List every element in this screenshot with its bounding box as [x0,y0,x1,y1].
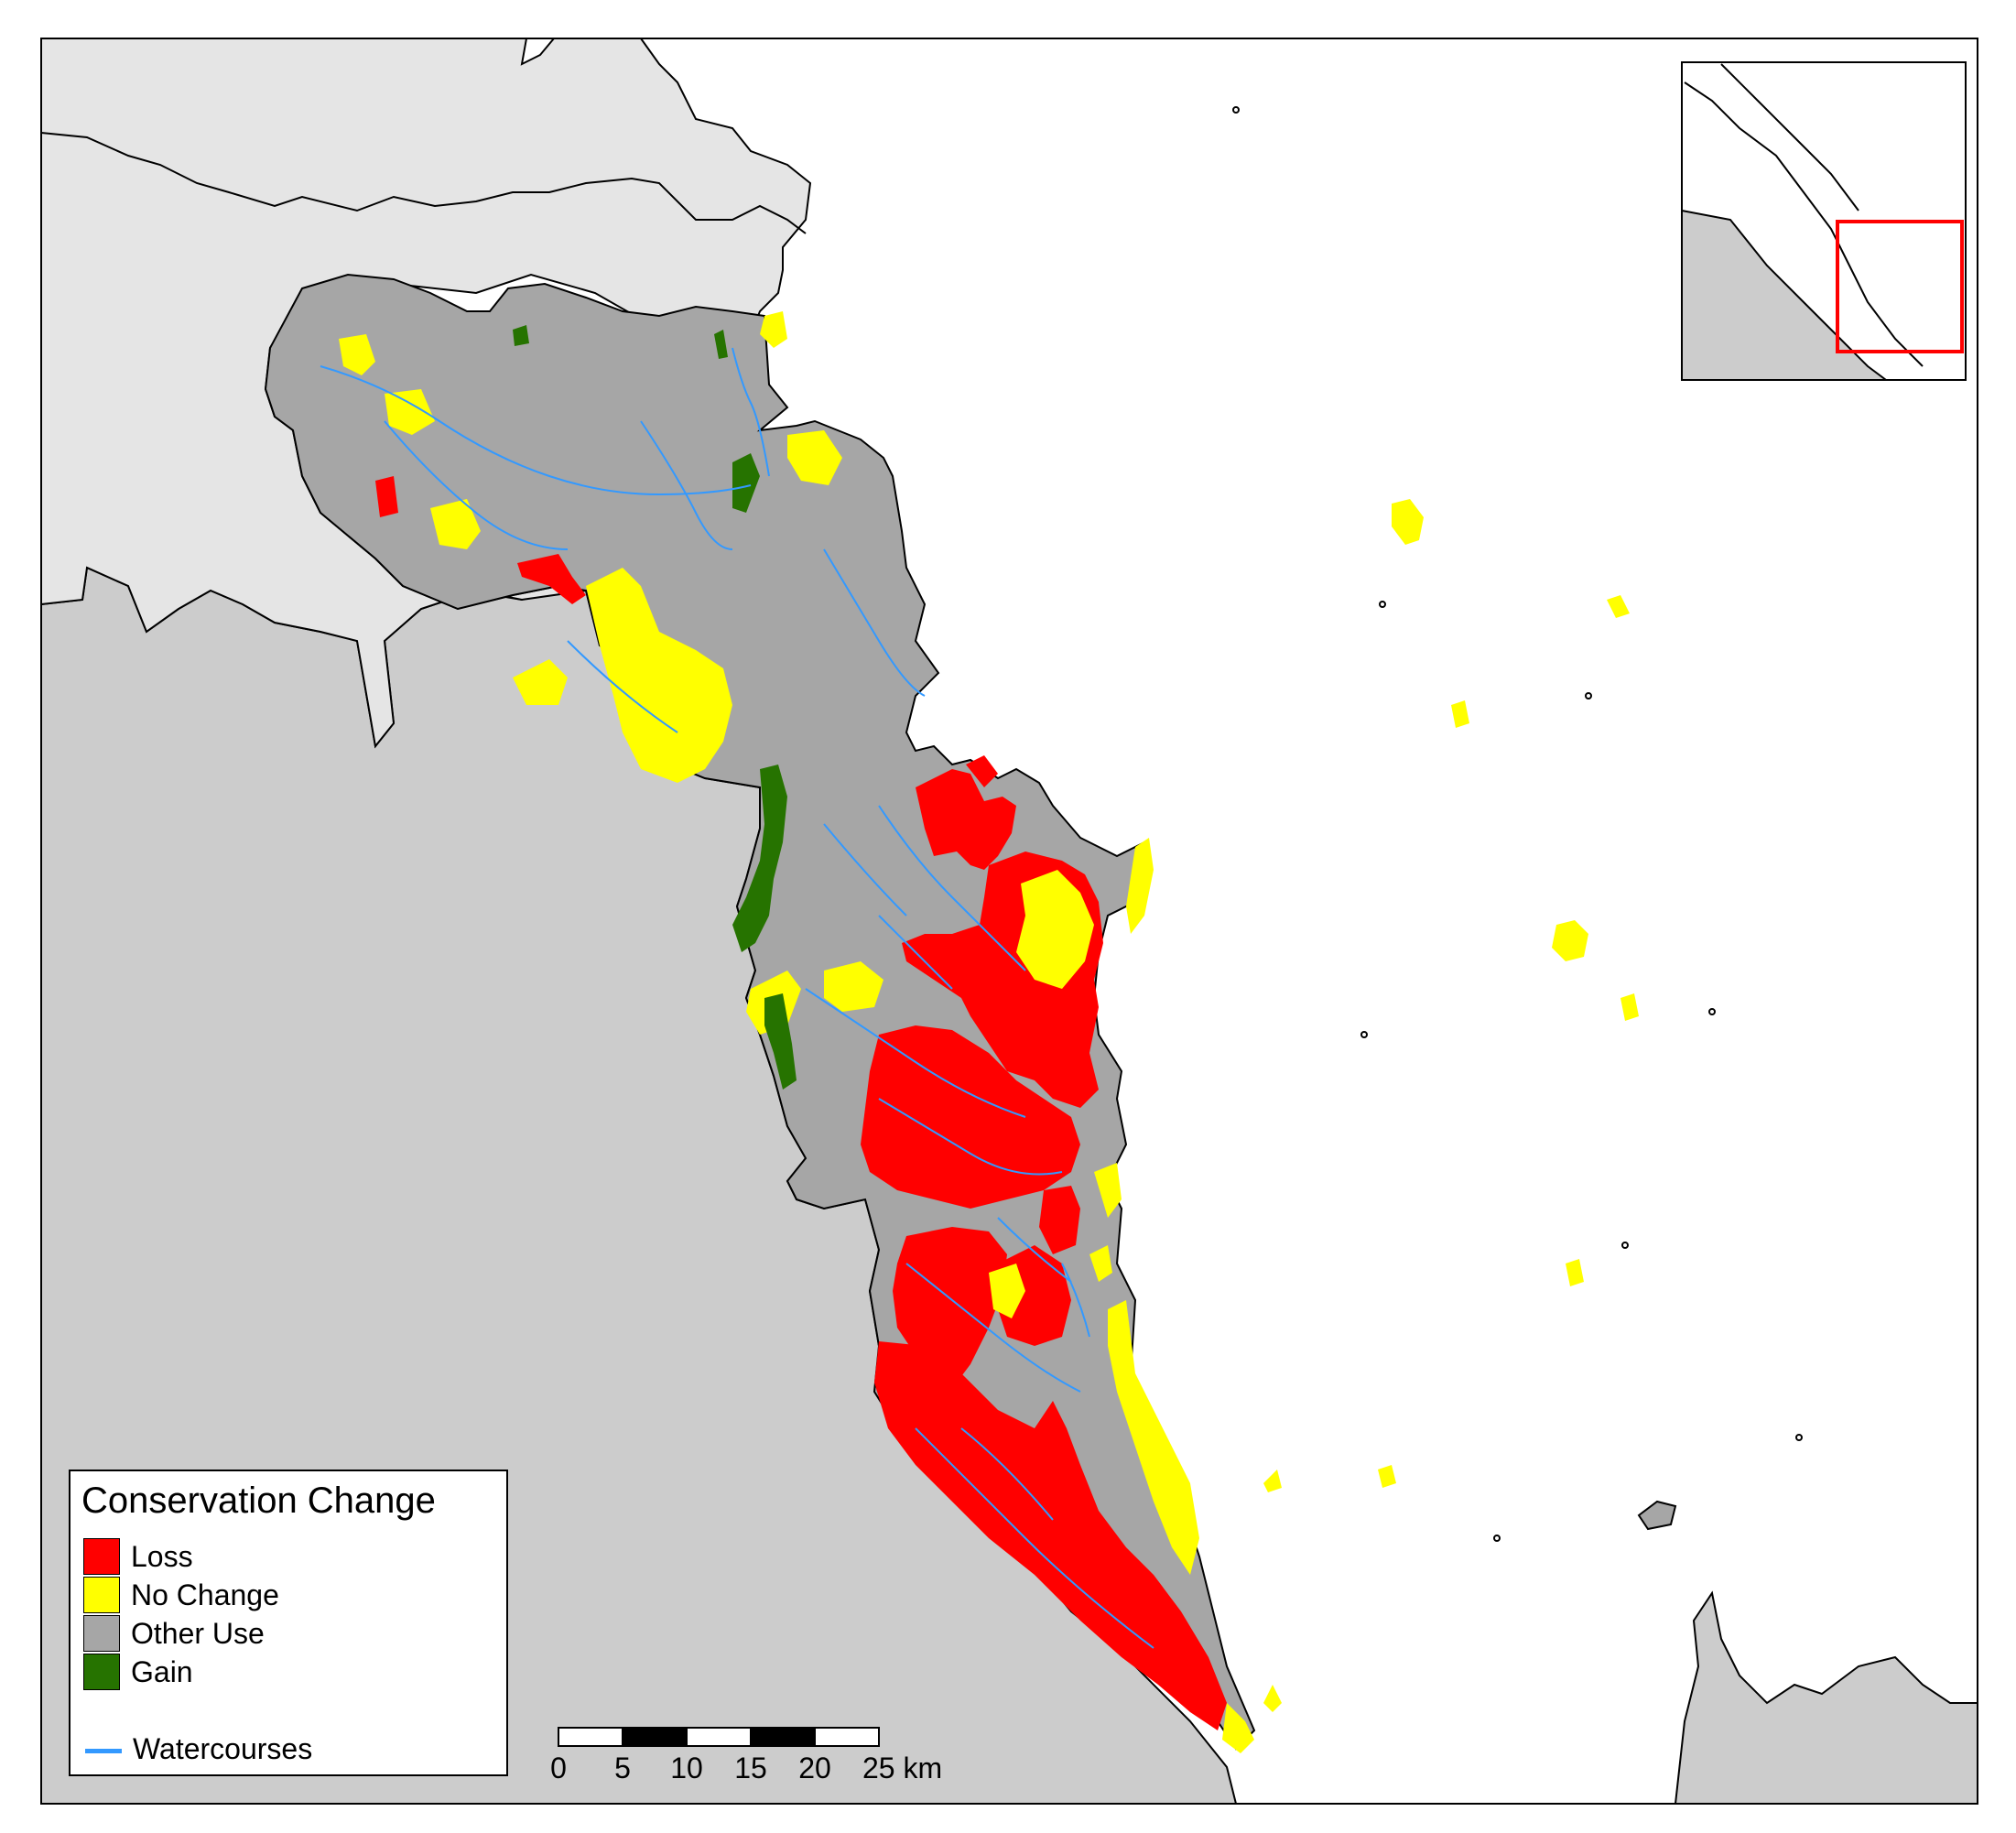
watercourse-line-symbol [85,1749,122,1753]
scale-tick-5: 5 [614,1752,631,1784]
legend-item-no-change: No Change [83,1577,279,1613]
legend-item-gain: Gain [83,1654,193,1690]
scale-tick-15: 15 [734,1752,767,1784]
scale-tick-25km: 25 km [862,1752,942,1784]
island-other-use [1637,1500,1677,1531]
watercourses [320,347,1154,1649]
swatch-no-change [83,1577,120,1613]
no-change-areas [339,311,1639,1753]
legend-label-no-change: No Change [131,1578,279,1611]
state-border-line [40,132,807,234]
islands-outline [1232,106,1803,1542]
southern-land [1674,1590,1978,1805]
map-frame [40,38,1978,1805]
swatch-loss [83,1538,120,1575]
legend-item-other-use: Other Use [83,1615,265,1652]
swatch-gain [83,1654,120,1690]
legend-label-loss: Loss [131,1539,193,1573]
legend-label-watercourses: Watercourses [133,1732,313,1765]
inset-map [1681,61,1967,381]
scale-tick-0: 0 [550,1752,567,1784]
scale-tick-20: 20 [798,1752,831,1784]
legend: Conservation Change Loss No Change Other… [69,1470,508,1776]
inset-extent-box [1836,220,1964,353]
legend-item-loss: Loss [83,1538,193,1575]
scale-tick-10: 10 [670,1752,703,1784]
scale-bar: 0 5 10 15 20 25 km [550,1727,942,1784]
legend-label-other-use: Other Use [131,1616,265,1650]
legend-title: Conservation Change [81,1480,436,1521]
gain-areas [513,325,797,1090]
swatch-other-use [83,1615,120,1652]
loss-areas [375,476,1227,1730]
legend-label-gain: Gain [131,1654,193,1688]
